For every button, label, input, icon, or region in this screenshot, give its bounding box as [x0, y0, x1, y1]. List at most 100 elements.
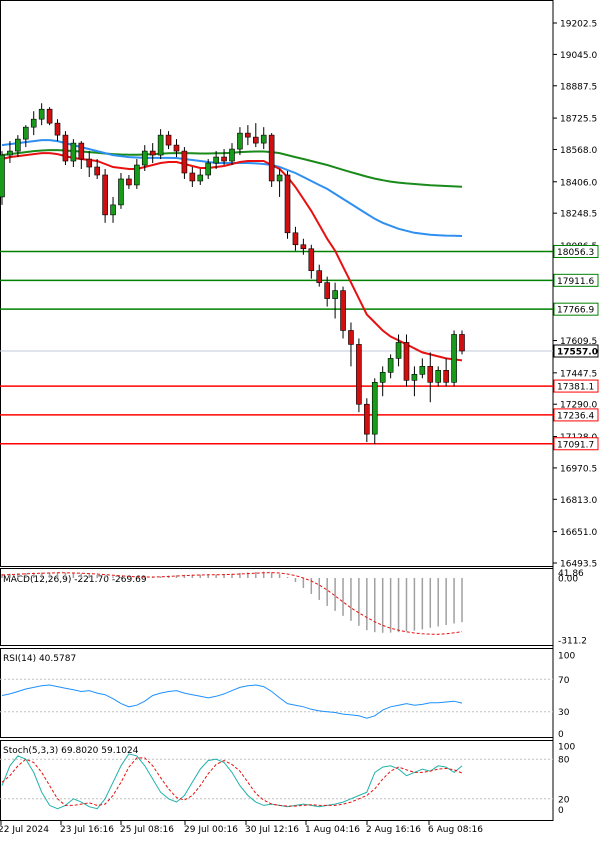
candle — [94, 159, 100, 179]
candle — [245, 125, 251, 146]
candle — [268, 133, 275, 187]
time-tick-label: 2 Aug 16:16 — [366, 825, 421, 835]
candle-body — [237, 132, 243, 150]
macd-pane: MACD(12,26,9) -221.70 -269.69 41.860.00 -… — [1, 569, 587, 647]
candle — [229, 143, 235, 166]
candle — [324, 276, 330, 307]
macd-tick-label: 0.00 — [558, 575, 578, 585]
candle-body — [260, 134, 267, 144]
rsi-line — [1, 684, 463, 719]
candle-body — [62, 134, 69, 162]
level-label-box — [553, 408, 599, 422]
price-tick-label: 16493.5 — [560, 560, 597, 570]
candle-body — [149, 150, 156, 156]
candle-body — [411, 374, 418, 381]
candle — [395, 334, 402, 367]
candle-body — [300, 244, 307, 250]
candle — [126, 174, 132, 189]
candle-body — [316, 270, 323, 283]
candle — [70, 139, 77, 168]
candle — [348, 322, 354, 367]
candle — [403, 334, 410, 387]
candle-body — [126, 178, 132, 186]
candle — [364, 398, 370, 443]
candle — [260, 127, 267, 150]
candle-body — [118, 178, 124, 206]
macd-signal-line — [1, 572, 463, 635]
candle-body — [197, 174, 204, 182]
level-label: 17766.9 — [557, 306, 594, 316]
candle-body — [451, 334, 457, 383]
candle — [157, 129, 164, 160]
candle-body — [15, 138, 21, 152]
candle-body — [427, 366, 434, 383]
macd-marks — [1, 571, 463, 635]
candle — [371, 378, 378, 445]
stoch-tick-label: 80 — [558, 756, 570, 766]
level-label: 17381.1 — [557, 383, 594, 393]
level-label-box — [553, 302, 599, 316]
price-tick-label: 17609.5 — [560, 337, 597, 347]
level-label: 17236.4 — [557, 411, 594, 421]
candle — [38, 103, 45, 126]
candle-body — [459, 334, 465, 352]
rsi-marks — [0, 678, 553, 719]
rsi-axis: 100 70 30 0 — [558, 652, 575, 741]
candle-body — [173, 144, 180, 152]
candle-body — [102, 174, 108, 216]
candle — [149, 143, 156, 164]
candle-body — [181, 150, 188, 174]
candle-body — [395, 342, 402, 359]
candle-body — [86, 158, 93, 168]
candle — [213, 151, 219, 170]
price-tick-label: 18887.5 — [560, 82, 597, 92]
price-tick-label: 16970.5 — [560, 464, 597, 474]
candle — [134, 159, 140, 189]
candle — [300, 238, 307, 255]
candle — [173, 139, 180, 158]
candle — [419, 358, 426, 379]
candle-body — [110, 204, 116, 216]
price-tick-label: 19202.5 — [560, 20, 597, 30]
candle-body — [356, 344, 362, 405]
candle-body — [221, 156, 227, 162]
price-tick-label: 18406.0 — [560, 178, 597, 188]
candle-body — [245, 132, 251, 138]
candle — [332, 282, 338, 319]
level-label: 17091.7 — [557, 440, 594, 450]
time-tick-label: 23 Jul 16:16 — [60, 825, 114, 835]
candle — [252, 123, 259, 148]
stoch-tick-label: 100 — [558, 743, 575, 753]
candle-body — [7, 150, 13, 156]
candle-body — [348, 330, 354, 345]
stoch-signal-line — [1, 757, 463, 807]
macd-top-label: 41.86 — [558, 569, 584, 579]
candle-body — [371, 382, 378, 435]
candle — [205, 159, 212, 179]
level-lines — [0, 250, 553, 445]
candle-body — [268, 134, 275, 182]
candle — [427, 352, 434, 403]
rsi-pane: RSI(14) 40.5787 100 70 30 0 — [0, 652, 575, 741]
candle-body — [229, 148, 235, 162]
candle — [15, 135, 21, 158]
price-tick-label: 18725.5 — [560, 115, 597, 125]
candle — [276, 169, 283, 197]
time-tick-label: 1 Aug 04:16 — [305, 825, 360, 835]
time-axis: 22 Jul 2024 23 Jul 16:16 25 Jul 08:16 29 Ju… — [0, 820, 483, 835]
price-tick-label: 17447.5 — [560, 369, 597, 379]
stoch-marks — [0, 753, 553, 810]
candle-body — [213, 156, 219, 164]
candle — [443, 358, 449, 387]
candle — [197, 169, 204, 185]
time-tick-label: 30 Jul 12:16 — [245, 825, 299, 835]
candle — [46, 107, 53, 126]
candle — [86, 151, 93, 177]
candle-body — [252, 136, 259, 144]
candle-body — [308, 248, 315, 271]
candle-body — [340, 290, 346, 331]
candle-body — [54, 122, 61, 136]
price-tick-label: 19045.0 — [560, 51, 597, 61]
candle-body — [284, 174, 291, 234]
